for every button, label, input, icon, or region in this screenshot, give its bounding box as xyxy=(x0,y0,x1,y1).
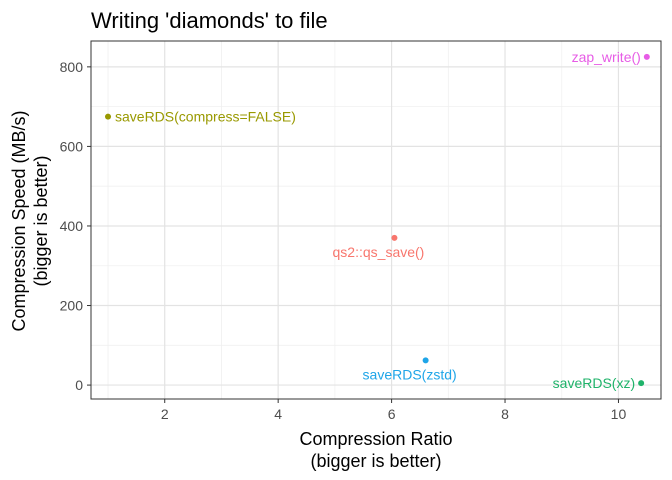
plot-border xyxy=(90,40,662,400)
data-point xyxy=(638,380,645,387)
data-point-label: saveRDS(zstd) xyxy=(363,366,457,382)
x-tick-label: 6 xyxy=(388,406,396,422)
y-axis-title-line-2: (bigger is better) xyxy=(31,155,51,286)
data-point xyxy=(391,234,398,241)
data-point xyxy=(422,357,429,364)
data-point xyxy=(643,53,650,60)
data-point-label: zap_write() xyxy=(572,49,641,65)
y-tick-label: 400 xyxy=(60,218,84,234)
y-axis-title-line-1: Compression Speed (MB/s) xyxy=(9,110,29,331)
data-point-label: saveRDS(compress=FALSE) xyxy=(115,109,296,125)
data-point-label: saveRDS(xz) xyxy=(553,375,635,391)
x-tick-label: 4 xyxy=(274,406,282,422)
data-point xyxy=(105,113,112,120)
plot-panel xyxy=(91,41,661,399)
y-tick-label: 0 xyxy=(75,377,83,393)
y-tick-label: 200 xyxy=(60,298,84,314)
chart-title: Writing 'diamonds' to file xyxy=(91,8,328,33)
x-axis-title-line-2: (bigger is better) xyxy=(310,451,441,471)
x-tick-label: 10 xyxy=(611,406,627,422)
x-axis-title-line-1: Compression Ratio xyxy=(299,429,452,449)
x-tick-label: 8 xyxy=(501,406,509,422)
y-tick-label: 600 xyxy=(60,138,84,154)
data-point-label: qs2::qs_save() xyxy=(333,244,425,260)
x-tick-label: 2 xyxy=(161,406,169,422)
y-tick-label: 800 xyxy=(60,59,84,75)
